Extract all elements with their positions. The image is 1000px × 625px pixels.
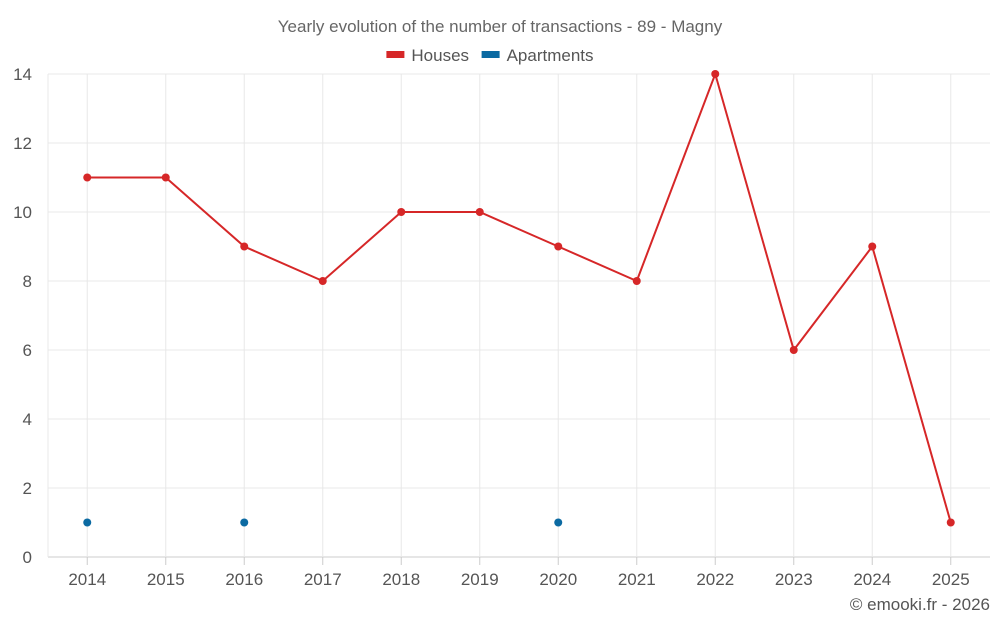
y-tick-label: 10 bbox=[13, 203, 32, 222]
y-tick-label: 6 bbox=[23, 341, 32, 360]
x-tick-label: 2019 bbox=[461, 570, 499, 589]
legend-item-houses[interactable]: Houses bbox=[386, 46, 469, 65]
legend-swatch bbox=[481, 51, 500, 58]
data-point-houses[interactable] bbox=[240, 242, 249, 251]
data-point-houses[interactable] bbox=[789, 346, 798, 354]
series-houses bbox=[83, 70, 955, 527]
x-tick-label: 2021 bbox=[618, 570, 656, 589]
data-point-houses[interactable] bbox=[554, 242, 563, 251]
x-tick-label: 2014 bbox=[68, 570, 106, 589]
data-point-houses[interactable] bbox=[397, 208, 406, 216]
legend-label: Apartments bbox=[507, 46, 594, 65]
x-axis: 2014 2015 2016 2017 2018 2019 2020 2021 2022 2023… bbox=[68, 557, 970, 589]
grid bbox=[47, 73, 990, 558]
data-point-houses[interactable] bbox=[868, 242, 877, 251]
x-tick-label: 2018 bbox=[382, 570, 420, 589]
legend-item-apartments[interactable]: Apartments bbox=[481, 46, 594, 65]
data-point-apartments[interactable] bbox=[240, 518, 249, 527]
y-tick-label: 0 bbox=[23, 548, 32, 567]
x-tick-label: 2020 bbox=[539, 570, 577, 589]
y-tick-label: 4 bbox=[23, 410, 32, 429]
data-point-houses[interactable] bbox=[475, 208, 484, 216]
y-axis: 0 2 4 6 8 10 12 14 bbox=[13, 65, 32, 567]
data-point-houses[interactable] bbox=[161, 173, 170, 182]
credit-text: © emooki.fr - 2026 bbox=[850, 595, 990, 614]
series-apartments bbox=[83, 518, 563, 527]
series-layer bbox=[83, 70, 955, 527]
legend-label: Houses bbox=[411, 46, 469, 65]
legend: Houses Apartments bbox=[386, 46, 594, 65]
x-tick-label: 2016 bbox=[225, 570, 263, 589]
chart-title: Yearly evolution of the number of transa… bbox=[278, 17, 723, 36]
y-tick-label: 2 bbox=[23, 479, 32, 498]
y-tick-label: 8 bbox=[23, 272, 32, 291]
x-tick-label: 2025 bbox=[932, 570, 970, 589]
data-point-apartments[interactable] bbox=[554, 518, 563, 527]
data-point-houses[interactable] bbox=[946, 518, 955, 527]
series-line-houses bbox=[87, 70, 952, 523]
legend-swatch bbox=[386, 51, 405, 58]
x-tick-label: 2017 bbox=[304, 570, 342, 589]
data-point-houses[interactable] bbox=[711, 70, 720, 78]
x-tick-label: 2023 bbox=[775, 570, 813, 589]
data-point-apartments[interactable] bbox=[83, 518, 92, 527]
x-tick-label: 2015 bbox=[147, 570, 185, 589]
data-point-houses[interactable] bbox=[83, 173, 92, 182]
x-tick-label: 2022 bbox=[696, 570, 734, 589]
y-tick-label: 14 bbox=[13, 65, 32, 84]
data-point-houses[interactable] bbox=[318, 277, 327, 285]
x-tick-label: 2024 bbox=[853, 570, 891, 589]
y-tick-label: 12 bbox=[13, 134, 32, 153]
data-point-houses[interactable] bbox=[632, 277, 641, 285]
